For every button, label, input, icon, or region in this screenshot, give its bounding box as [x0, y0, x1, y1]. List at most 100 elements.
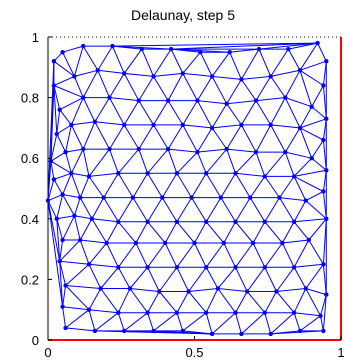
mesh-node: [72, 213, 77, 218]
mesh-node: [163, 240, 168, 246]
mesh-edge: [109, 97, 139, 102]
mesh-edge: [158, 291, 178, 314]
mesh-edge: [255, 97, 286, 102]
mesh-edge: [264, 267, 277, 292]
x-tick-label: 1: [337, 345, 344, 360]
mesh-edge: [158, 267, 178, 292]
mesh-node: [306, 237, 311, 243]
mesh-node: [54, 131, 59, 137]
mesh-node: [268, 122, 273, 128]
mesh-edge: [65, 263, 90, 286]
mesh-edge: [205, 242, 225, 268]
mesh-edge: [71, 172, 90, 177]
mesh-edge: [308, 218, 327, 241]
mesh-edge: [270, 124, 286, 153]
mesh-edge: [241, 75, 271, 80]
mesh-edge: [171, 42, 318, 50]
mesh-edge: [211, 103, 228, 129]
mesh-node: [81, 146, 86, 152]
mesh-edge: [305, 264, 324, 289]
mesh-edge: [240, 100, 257, 126]
mesh-edge: [94, 312, 119, 332]
mesh-node: [122, 328, 127, 334]
mesh-node: [204, 310, 209, 315]
mesh-node: [189, 195, 194, 200]
mesh-edge: [182, 124, 213, 129]
mesh-edge: [294, 263, 324, 268]
mesh-edge: [53, 172, 72, 180]
mesh-edge: [305, 288, 321, 317]
mesh-edge: [305, 288, 327, 296]
mesh-edge: [62, 306, 90, 311]
mesh-node: [221, 240, 226, 246]
mesh-node: [262, 310, 267, 315]
mesh-node: [78, 237, 83, 243]
mesh-edge: [311, 157, 327, 171]
mesh-edge: [188, 288, 218, 292]
mesh-edge: [293, 267, 307, 289]
mesh-node: [63, 325, 68, 331]
y-tick-label: 0.6: [21, 151, 39, 166]
mesh-edge: [168, 148, 198, 153]
mesh-edge: [82, 70, 99, 98]
mesh-edge: [212, 124, 242, 129]
mesh-edge: [255, 76, 272, 101]
mesh-edge: [182, 330, 213, 335]
mesh-node: [224, 146, 229, 152]
mesh-node: [248, 195, 253, 200]
mesh-edge: [279, 176, 295, 198]
mesh-edge: [56, 194, 64, 219]
mesh-edge: [153, 312, 178, 332]
mesh-edge: [56, 218, 64, 241]
mesh-edge: [276, 291, 295, 314]
mesh-node: [122, 71, 127, 76]
mesh-node: [89, 216, 95, 221]
mesh-edge: [138, 76, 154, 101]
mesh-node: [174, 310, 180, 315]
mesh-node: [309, 104, 314, 109]
mesh-edge: [217, 288, 248, 292]
mesh-node: [239, 77, 244, 82]
mesh-edge: [74, 215, 92, 220]
mesh-node: [127, 286, 133, 291]
x-tick-label: 0: [44, 345, 51, 360]
mesh-node: [104, 240, 109, 246]
mesh-edge: [176, 267, 190, 292]
mesh-edge: [82, 45, 99, 71]
mesh-node: [133, 240, 139, 246]
mesh-edge: [308, 239, 324, 265]
mesh-edges: [47, 42, 327, 335]
y-tick-label: 0.2: [21, 272, 39, 287]
mesh-edge: [285, 151, 312, 159]
mesh-edge: [196, 127, 213, 153]
mesh-edge: [59, 261, 64, 307]
mesh-edge: [47, 179, 55, 201]
mesh-edge: [112, 45, 125, 74]
mesh-edge: [62, 306, 67, 328]
mesh-edge: [211, 312, 236, 335]
mesh-node: [297, 328, 303, 334]
mesh-edge: [73, 197, 81, 216]
mesh-edge: [211, 127, 228, 150]
mesh-edge: [153, 76, 169, 101]
mesh-edge: [88, 263, 119, 268]
mesh-node: [233, 265, 238, 270]
mesh-edge: [59, 260, 90, 265]
mesh-node: [81, 43, 86, 49]
mesh-node: [233, 219, 238, 224]
mesh-edge: [182, 73, 198, 101]
mesh-edge: [53, 85, 58, 135]
mesh-edge: [97, 69, 125, 74]
mesh-edge: [103, 197, 119, 223]
mesh-edge: [311, 85, 324, 107]
mesh-edge: [50, 161, 55, 180]
mesh-edge: [249, 197, 266, 223]
mesh-edge: [167, 148, 178, 174]
y-tick-label: 0: [32, 333, 39, 348]
mesh-edge: [182, 100, 198, 126]
mesh-edge: [147, 291, 160, 313]
mesh-node: [145, 265, 150, 270]
mesh-node: [180, 71, 185, 76]
mesh-node: [116, 171, 121, 176]
mesh-edge: [79, 176, 90, 198]
